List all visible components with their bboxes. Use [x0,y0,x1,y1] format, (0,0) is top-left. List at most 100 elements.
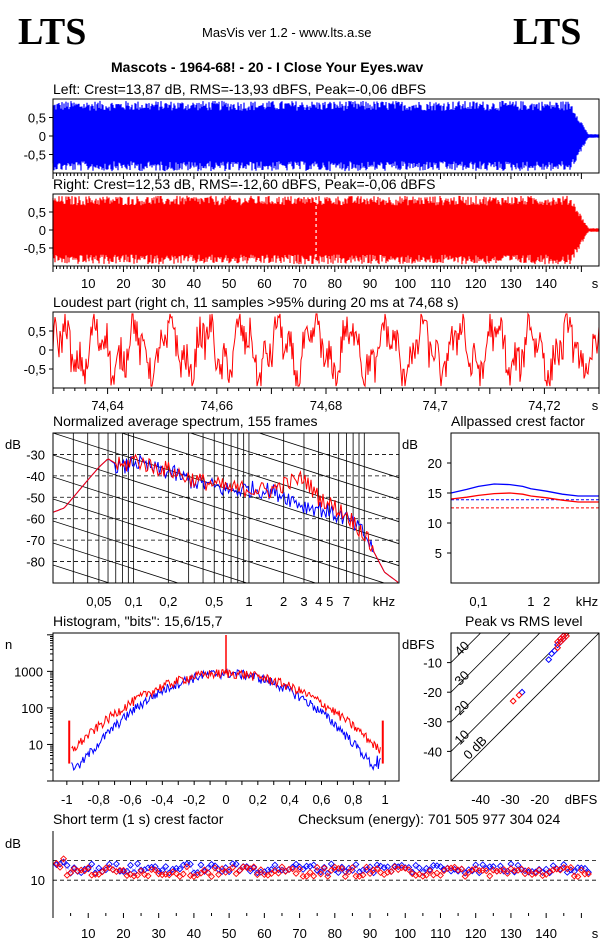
short-crest-point-right [359,871,367,879]
peak-rms-x-tick-label: -30 [501,792,520,807]
short-crest-x-tick-label: 20 [116,926,130,941]
peak-rms-diagonals [451,633,599,781]
loudest-part-x-tick-label: 74,68 [310,398,343,413]
short-crest-point-left [327,860,335,868]
allpass-x-tick-label: 2 [543,594,550,609]
short-crest-point-right [458,865,466,873]
short-crest-x-tick-label: 60 [257,926,271,941]
short-crest-point-right [338,864,346,872]
allpass-crest-y-label: dB [402,437,418,452]
short-crest-x-tick-label: 140 [535,926,557,941]
short-crest-x-unit: s [592,926,599,941]
spectrum-slope-line [53,454,399,567]
checksum-label: Checksum (energy): 701 505 977 304 024 [298,811,561,827]
loudest-part-x-tick-label: 74,64 [91,398,124,413]
spectrum-slope-line [189,433,399,501]
right-waveform-x-tick-label: 40 [187,276,201,291]
short-crest-point-right [574,873,582,881]
right-waveform-x-tick-label: 140 [535,276,557,291]
short-crest-point-right [253,871,261,879]
short-crest-point-right [334,864,342,872]
peak-rms-point-right [562,632,570,640]
allpass-x-tick-label: 1 [527,594,534,609]
spectrum-y-tick-label: -80 [26,555,45,570]
peak-rms-point-left [548,650,556,658]
spectrum-slope-line [53,520,249,583]
short-crest-point-left [472,861,480,869]
peak-rms-y-tick-label: -40 [423,744,442,759]
spectrum-y-label: dB [5,437,21,452]
short-crest-x-tick-label: 80 [328,926,342,941]
short-crest-point-right [317,870,325,878]
peak-rms-diagonal [451,633,541,723]
spectrum-x-tick-label: 0,2 [159,594,177,609]
loudest-part-y-tick-label: 0 [39,343,46,358]
spectrum-y-tick-label: -50 [26,490,45,505]
right-waveform-x-tick-label: 90 [363,276,377,291]
file-title: Mascots - 1964-68! - 20 - I Close Your E… [111,59,424,75]
right-waveform-y-tick-label: -0,5 [24,241,46,256]
histogram-line-left [71,668,381,772]
right-waveform-trace [52,195,600,265]
peak-rms-title: Peak vs RMS level [465,613,583,629]
short-crest-title: Short term (1 s) crest factor [53,811,224,827]
right-waveform-x-tick-label: 30 [151,276,165,291]
right-waveform-x-tick-label: 110 [430,276,451,291]
left-waveform-y-tick-label: -0,5 [24,148,46,163]
short-crest-x-tick-label: 10 [81,926,95,941]
loudest-part-title: Loudest part (right ch, 11 samples >95% … [53,294,459,310]
short-crest-point-right [144,872,152,880]
short-crest-point-left [384,863,392,871]
spectrum-line-right [53,453,399,583]
short-crest-x-tick-label: 40 [187,926,201,941]
peak-rms-y-label: dBFS [402,637,435,652]
right-waveform-x-tick-label: 70 [292,276,306,291]
histogram-x-tick-label: -0,8 [87,792,109,807]
allpass-x-unit: kHz [576,594,598,609]
spectrum-x-tick-label: 0,05 [86,594,111,609]
spectrum-x-tick-label: 4 5 [315,594,333,609]
allpass-crest-title: Allpassed crest factor [451,413,585,429]
peak-rms-y-tick-label: -10 [423,656,442,671]
brand-logo-left: LTS [18,11,87,53]
right-waveform-x-tick-label: 130 [500,276,522,291]
spectrum-y-tick-label: -60 [26,512,45,527]
short-crest-point-right [119,866,127,874]
histogram-y-tick-label: 100 [21,701,43,716]
peak-rms-x-tick-label: -40 [471,792,490,807]
short-crest-point-left [232,860,240,868]
peak-rms-point-right [515,691,523,699]
right-waveform-x-tick-label: 80 [328,276,342,291]
spectrum-slope-line [120,433,399,523]
right-waveform-y-tick-label: 0 [39,223,46,238]
peak-rms-point-left [518,688,526,696]
short-crest-point-left [352,861,360,869]
peak-rms-point-left [551,647,559,655]
allpass-y-tick-label: 15 [428,486,442,501]
histogram-x-tick-label: 1 [382,792,389,807]
short-crest-point-right [91,870,99,878]
spectrum-grid [53,433,399,583]
histogram-x-tick-label: -0,4 [151,792,173,807]
app-title: MasVis ver 1.2 - www.lts.a.se [202,25,372,40]
short-crest-point-right [183,863,191,871]
left-waveform-trace [52,100,600,172]
short-crest-point-left [127,861,134,869]
short-crest-point-left [134,860,142,868]
peak-rms-x-tick-label: -20 [530,792,549,807]
right-waveform-x-tick-label: 50 [222,276,236,291]
peak-rms-point-right [509,697,517,705]
loudest-part-x-unit: s [592,398,599,413]
short-crest-x-tick-label: 30 [151,926,165,941]
short-crest-point-right [486,872,494,880]
short-crest-point-left [496,862,504,870]
short-crest-line-right [56,857,589,877]
short-crest-x-tick-label: 70 [292,926,306,941]
short-crest-point-right [116,866,124,874]
histogram-x-tick-label: -0,2 [183,792,205,807]
peak-rms-frame [450,632,600,782]
right-waveform-title: Right: Crest=12,53 dB, RMS=-12,60 dBFS, … [53,176,436,192]
short-crest-point-left [112,860,120,868]
right-waveform-x-tick-label: 10 [81,276,95,291]
